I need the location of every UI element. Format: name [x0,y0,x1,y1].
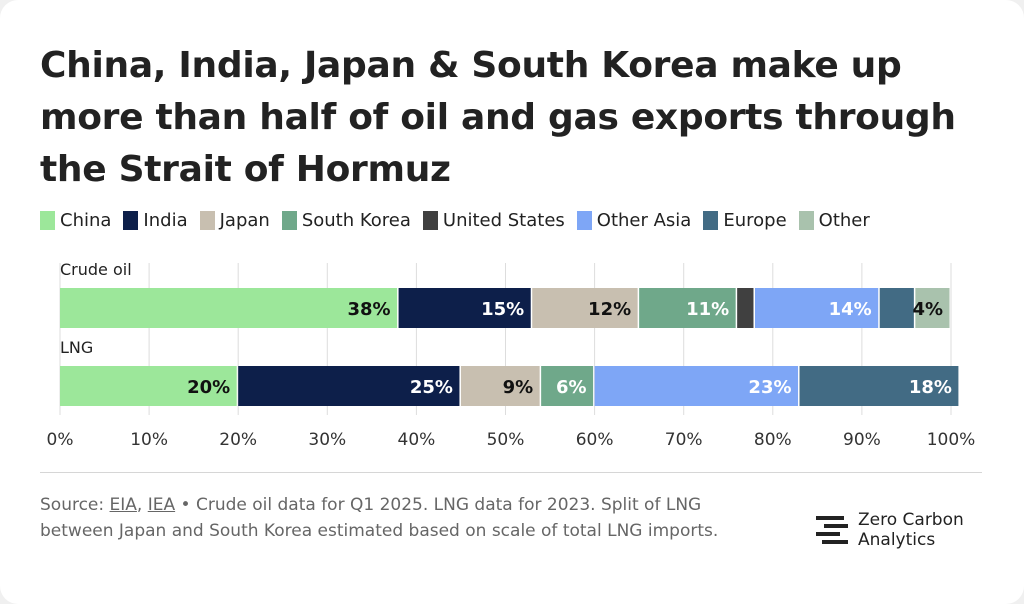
legend-swatch [40,210,55,230]
x-tick-label: 0% [47,430,74,450]
legend-label: Other Asia [596,209,692,231]
source-prefix: Source: [40,495,110,515]
x-tick-label: 40% [398,430,436,450]
legend-item: United States [422,209,565,231]
legend-label: Japan [219,209,270,231]
eia-link[interactable]: EIA [109,495,137,515]
legend-item: China [40,210,111,231]
source-details: • Crude oil data for Q1 2025. LNG data f… [40,495,719,541]
legend-swatch [281,210,297,230]
bar-segment [60,288,398,328]
legend-swatch [576,210,592,230]
data-label: 11% [686,299,729,320]
source-note: Source: EIA, IEA • Crude oil data for Q1… [40,492,740,544]
bar-segment [594,366,799,406]
x-tick-label: 50% [487,430,525,450]
data-label: 20% [187,377,230,398]
bar-segment [398,288,531,328]
data-label: 14% [829,299,872,320]
data-label: 9% [503,377,534,398]
legend-label: Europe [723,209,787,231]
x-tick-label: 90% [843,430,881,450]
zero-carbon-analytics-logo: Zero Carbon Analytics [814,510,964,550]
legend: China India Japan South Korea United States O… [40,208,882,232]
bar-segment [532,288,638,328]
bar-segment [639,288,736,328]
bar-segment [915,288,950,328]
legend-swatch [123,210,139,230]
bar-segment [737,288,754,328]
logo-line-1: Zero Carbon [858,510,964,530]
legend-label: South Korea [301,209,411,231]
footer-divider [40,472,982,473]
legend-label: Other [818,209,870,231]
x-tick-label: 20% [219,430,257,450]
data-label: 18% [909,377,952,398]
legend-item: Other Asia [576,209,692,231]
data-label: 15% [481,299,524,320]
legend-swatch [798,210,814,230]
legend-label: India [143,209,188,231]
logo-line-2: Analytics [858,530,936,550]
legend-item: India [123,209,188,231]
legend-item: South Korea [281,209,411,231]
bar-segment [238,366,460,406]
data-label: 4% [912,299,943,320]
bar-segment [879,288,914,328]
x-tick-label: 70% [665,430,703,450]
source-separator: , [136,495,148,515]
legend-label: United States [442,209,565,231]
x-tick-label: 100% [927,430,976,450]
data-label: 12% [588,299,631,320]
x-tick-label: 60% [576,430,614,450]
data-label: 25% [410,377,453,398]
data-label: 23% [748,377,791,398]
legend-swatch [422,210,438,230]
x-tick-label: 10% [130,430,168,450]
bar-segment [754,288,879,328]
legend-item: Other [798,209,870,231]
logo-icon [816,516,848,544]
bar-segment [541,366,594,406]
iea-link[interactable]: IEA [147,495,176,515]
category-label: Crude oil [60,260,132,279]
legend-swatch [703,210,719,230]
category-label: LNG [60,338,93,357]
x-tick-label: 30% [308,430,346,450]
bar-segment [799,366,959,406]
bar-segment [460,366,540,406]
x-tick-label: 80% [754,430,792,450]
legend-item: Japan [199,209,270,231]
legend-swatch [199,210,215,230]
chart-title: China, India, Japan & South Korea make u… [40,45,956,190]
data-label: 6% [556,377,587,398]
bar-segment [60,366,237,406]
data-label: 38% [347,299,390,320]
legend-label: China [60,209,112,231]
chart-plot: Crude oil 38% 15% 12% 11% 14% 4% LNG 20% 25% 9% 6% 2… [47,260,976,450]
legend-item: Europe [703,209,787,231]
